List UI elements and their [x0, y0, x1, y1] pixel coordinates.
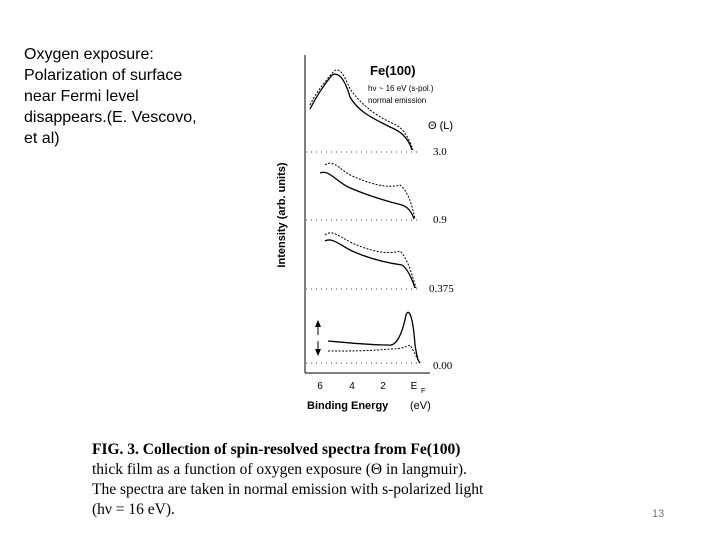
panel-3-0: 3.0 — [306, 69, 447, 158]
x-tick-label: 4 — [349, 381, 355, 392]
x-tick-label: 6 — [317, 381, 323, 392]
exposure-label: 0.375 — [429, 283, 454, 295]
figure-title: Fe(100) — [370, 63, 416, 78]
slide-text: Oxygen exposure: Polarization of surface… — [24, 44, 244, 149]
x-axis-label: Binding Energy — [307, 400, 389, 412]
y-axis-label: Intensity (arb. units) — [276, 162, 288, 267]
x-tick-label: E — [411, 381, 418, 392]
caption-line: (hν = 16 eV). — [92, 501, 175, 518]
exposure-label: 3.0 — [433, 146, 447, 158]
figure-params: hν ~ 16 eV (s-pol.) — [368, 84, 434, 93]
slide-text-line: near Fermi level — [24, 88, 139, 105]
caption-line: thick film as a function of oxygen expos… — [92, 461, 467, 478]
slide-text-line: et al) — [24, 130, 60, 147]
panel-0-375: 0.375 — [306, 232, 454, 295]
spectra-plot: Intensity (arb. units) Fe(100) hν ~ 16 e… — [276, 55, 454, 412]
x-tick-label: 2 — [380, 381, 386, 392]
figure-caption: FIG. 3. Collection of spin-resolved spec… — [92, 440, 572, 520]
panel-0-00: 0.00 — [306, 311, 453, 372]
caption-line: The spectra are taken in normal emission… — [92, 481, 484, 498]
slide-text-line: Polarization of surface — [24, 67, 183, 84]
caption-line: FIG. 3. Collection of spin-resolved spec… — [92, 441, 461, 458]
exposure-label: 0.9 — [433, 214, 447, 226]
slide-text-line: Oxygen exposure: — [24, 46, 154, 63]
exposure-label: 0.00 — [433, 360, 453, 372]
slide-text-line: disappears.(E. Vescovo, — [24, 109, 197, 126]
panel-0-9: 0.9 — [306, 162, 447, 226]
page-number: 13 — [652, 508, 665, 520]
x-tick-subscript: F — [421, 388, 425, 395]
figure-emission: normal emission — [368, 96, 426, 105]
theta-label: Θ (L) — [428, 120, 453, 132]
spectra-figure: Intensity (arb. units) Fe(100) hν ~ 16 e… — [270, 45, 470, 415]
x-axis-unit: (eV) — [410, 400, 431, 412]
